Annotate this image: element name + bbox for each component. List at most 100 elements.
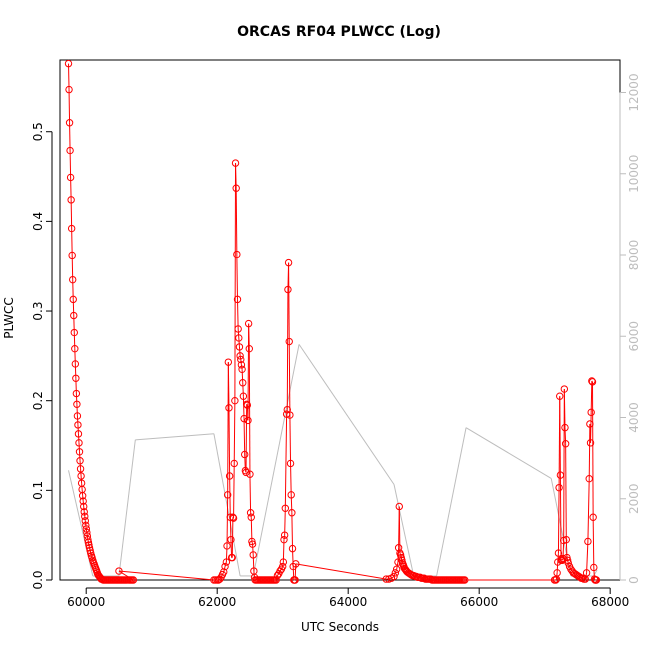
plwcc-point [588, 378, 597, 386]
plwcc-line-segment [559, 396, 561, 476]
plwcc-point [286, 459, 295, 468]
plwcc-point [72, 389, 81, 398]
plwcc-point [592, 576, 601, 584]
y-tick-label: 0.3 [31, 301, 45, 320]
plwcc-line-segment [82, 501, 85, 507]
plwcc-line-segment [226, 494, 229, 546]
plwcc-point [284, 285, 292, 294]
plwcc-point [282, 410, 291, 418]
y2-tick-label: 8000 [627, 240, 641, 271]
plwcc-line-segment [559, 475, 562, 561]
plwcc-point [586, 420, 594, 428]
plwcc-point [235, 334, 243, 342]
plwcc-point [229, 513, 237, 521]
y-tick-label: 0.2 [31, 391, 45, 410]
plwcc-point [242, 468, 250, 477]
plwcc-point [79, 497, 87, 505]
plwcc-line-segment [290, 463, 292, 495]
plwcc-point [288, 544, 297, 553]
secondary-line-segment [298, 344, 395, 485]
plwcc-point [75, 448, 84, 456]
y2-tick-label: 4000 [627, 402, 641, 433]
plwcc-line-segment [77, 433, 80, 443]
plwcc-point [231, 159, 240, 167]
plwcc-line-segment [231, 517, 234, 558]
plwcc-line-segment [564, 427, 567, 444]
plwcc-point [555, 483, 563, 492]
plwcc-line-segment [280, 566, 284, 570]
plwcc-point [225, 404, 233, 412]
plwcc-point [587, 408, 595, 417]
secondary-line-segment [436, 427, 467, 577]
y-tick-label: 0.5 [31, 122, 45, 141]
plwcc-line-segment [84, 516, 86, 521]
plwcc-line-segment [234, 163, 237, 401]
plwcc-line-segment [556, 562, 559, 573]
plwcc-point [229, 514, 238, 522]
plwcc-line-segment [68, 63, 70, 90]
plwcc-point [249, 551, 257, 559]
y-axis-label: PLWCC [2, 297, 16, 338]
plwcc-line-segment [84, 520, 87, 526]
plwcc-line-segment [243, 418, 246, 455]
plwcc-point [223, 542, 231, 550]
plwcc-line-segment [79, 451, 81, 461]
plwcc-point [223, 491, 232, 499]
plwcc-line-segment [289, 415, 292, 464]
plwcc-line-segment [79, 460, 82, 469]
plwcc-line-segment [563, 389, 566, 428]
plwcc-point [564, 559, 572, 567]
plwcc-line-segment [282, 539, 285, 563]
plwcc-point [237, 355, 245, 364]
plwcc-point [85, 541, 93, 549]
plwcc-point [85, 544, 94, 552]
plwcc-line-segment [118, 570, 214, 581]
plwcc-line-segment [569, 566, 572, 570]
plwcc-line-segment [229, 517, 232, 540]
plwcc-line-segment [74, 348, 76, 364]
plwcc-line-segment [227, 362, 230, 408]
plwcc-point [74, 430, 83, 438]
plwcc-point [235, 343, 244, 351]
plwcc-point [75, 439, 83, 447]
plwcc-line-segment [235, 188, 238, 255]
plwcc-line-segment [71, 255, 74, 280]
plwcc-point [588, 377, 596, 385]
plwcc-point [240, 414, 248, 423]
secondary-line-segment [118, 439, 136, 576]
plwcc-point [281, 504, 290, 512]
plwcc-point [554, 549, 563, 557]
plwcc-line-segment [250, 512, 252, 518]
plwcc-line-segment [82, 495, 84, 502]
plwcc-line-segment [563, 389, 565, 541]
plwcc-point [69, 275, 77, 284]
plwcc-point [561, 440, 570, 448]
plwcc-line-segment [83, 506, 85, 512]
plwcc-point [244, 416, 252, 425]
plwcc-point [382, 575, 390, 583]
plwcc-line-segment [288, 341, 291, 416]
plwcc-point [287, 491, 295, 499]
plwcc-point [590, 563, 598, 572]
plwcc-series [64, 59, 601, 584]
plwcc-point [556, 471, 565, 479]
plwcc-point [560, 385, 569, 393]
plwcc-point [248, 537, 256, 546]
plwcc-point [221, 562, 229, 571]
plwcc-point [392, 565, 401, 573]
x-tick-label: 64000 [329, 595, 367, 609]
plwcc-line-segment [77, 424, 79, 434]
plwcc-point [66, 146, 74, 155]
y2-tick-label: 12000 [627, 73, 641, 111]
plwcc-line-segment [241, 369, 244, 383]
plwcc-point [225, 472, 234, 480]
secondary-line-segment [393, 484, 415, 577]
plwcc-point [246, 470, 254, 478]
x-tick-label: 62000 [198, 595, 236, 609]
plwcc-point [226, 513, 234, 521]
x-axis: 60000 62000 64000 66000 68000 [67, 587, 629, 609]
plwcc-line-segment [72, 299, 75, 316]
plwcc-point [70, 311, 78, 320]
plwcc-point [73, 400, 81, 408]
